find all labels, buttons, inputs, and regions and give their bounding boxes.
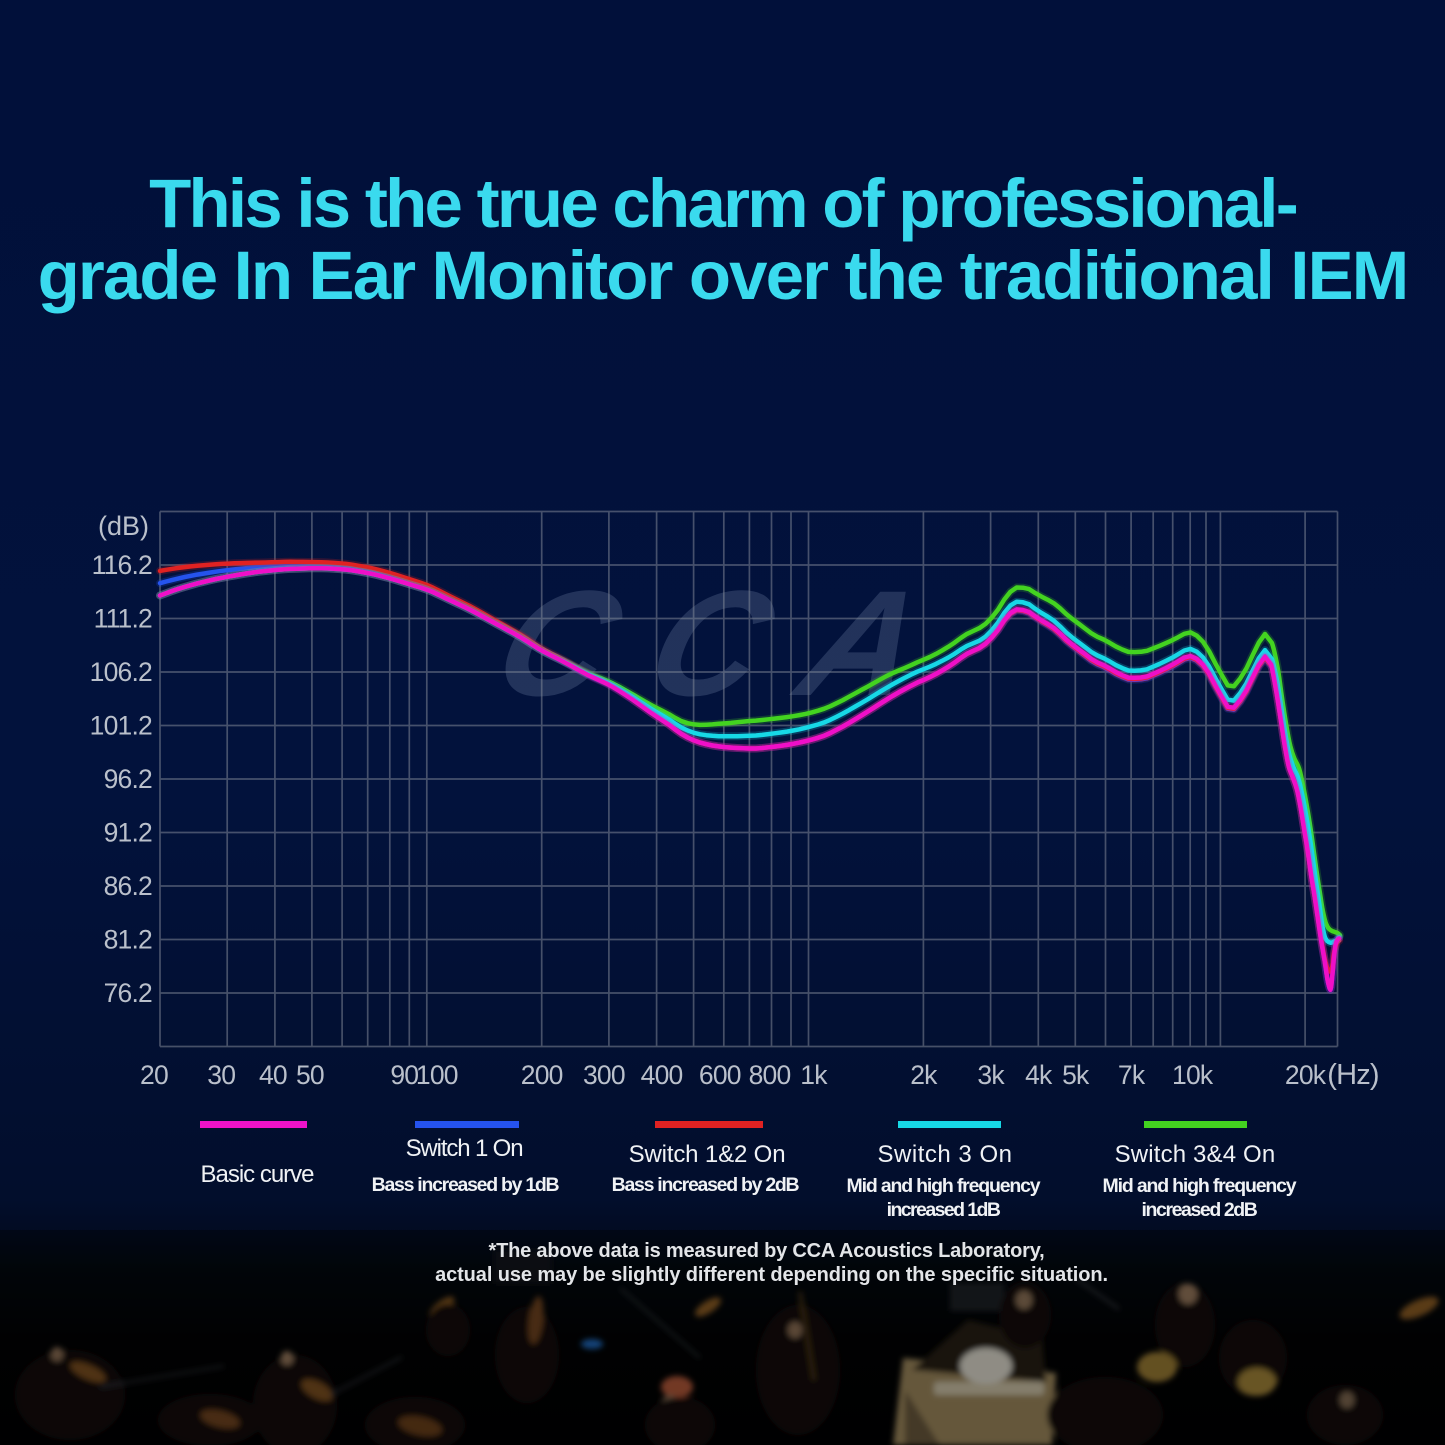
svg-text:(dB): (dB) [98,511,149,541]
svg-text:300: 300 [583,1060,625,1090]
svg-text:101.2: 101.2 [90,711,152,741]
svg-text:600: 600 [699,1060,741,1090]
svg-text:50: 50 [296,1060,324,1090]
svg-text:CCA: CCA [477,560,988,728]
svg-text:800: 800 [749,1060,791,1090]
svg-text:1k: 1k [800,1060,828,1090]
svg-text:111.2: 111.2 [94,604,152,634]
svg-text:2k: 2k [910,1060,938,1090]
svg-text:20k: 20k [1285,1060,1327,1090]
svg-text:91.2: 91.2 [104,818,152,848]
svg-text:(Hz): (Hz) [1327,1059,1379,1091]
svg-text:76.2: 76.2 [104,978,152,1008]
svg-text:100: 100 [416,1060,458,1090]
svg-text:20: 20 [140,1060,168,1090]
svg-text:10k: 10k [1172,1060,1214,1090]
svg-text:200: 200 [521,1060,563,1090]
svg-text:5k: 5k [1062,1060,1090,1090]
svg-text:3k: 3k [977,1060,1005,1090]
svg-text:90: 90 [390,1060,418,1090]
svg-text:7k: 7k [1118,1060,1146,1090]
svg-text:400: 400 [641,1060,683,1090]
svg-text:81.2: 81.2 [104,925,152,955]
svg-text:116.2: 116.2 [92,550,152,580]
svg-text:106.2: 106.2 [90,657,152,687]
svg-text:86.2: 86.2 [104,871,152,901]
svg-text:40: 40 [259,1060,287,1090]
svg-text:4k: 4k [1025,1060,1053,1090]
svg-text:30: 30 [207,1060,235,1090]
svg-text:96.2: 96.2 [104,764,152,794]
